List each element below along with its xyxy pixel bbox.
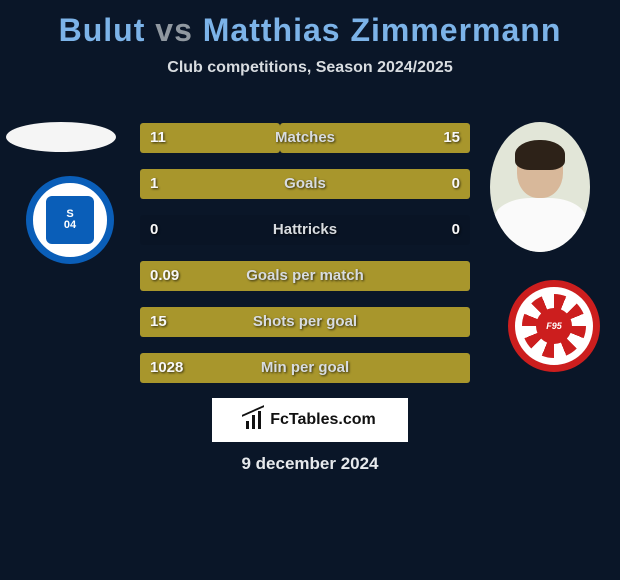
stat-value-left: 1: [150, 169, 158, 199]
stat-row: Shots per goal15: [140, 307, 470, 337]
title-player2: Matthias Zimmermann: [203, 12, 562, 48]
stat-label: Goals: [140, 169, 470, 199]
subtitle: Club competitions, Season 2024/2025: [0, 59, 620, 77]
date-label: 9 december 2024: [0, 454, 620, 474]
site-badge: FcTables.com: [212, 398, 408, 442]
player2-avatar: [490, 122, 590, 252]
site-name: FcTables.com: [270, 411, 376, 429]
stat-row: Goals per match0.09: [140, 261, 470, 291]
stat-value-left: 11: [150, 123, 166, 153]
club-logo-schalke: S 04: [26, 176, 114, 264]
stat-label: Min per goal: [140, 353, 470, 383]
title-vs: vs: [155, 12, 193, 48]
stat-value-left: 1028: [150, 353, 183, 383]
page-title: Bulut vs Matthias Zimmermann: [0, 0, 620, 49]
stat-value-left: 0: [150, 215, 158, 245]
stat-row: Matches11 15: [140, 123, 470, 153]
stat-label: Shots per goal: [140, 307, 470, 337]
title-player1: Bulut: [59, 12, 146, 48]
stat-row: Min per goal1028: [140, 353, 470, 383]
stat-value-left: 15: [150, 307, 167, 337]
stat-label: Hattricks: [140, 215, 470, 245]
fortuna-text: F95: [536, 308, 572, 344]
stat-value-right: 0: [452, 169, 460, 199]
schalke-04: 04: [64, 220, 76, 231]
stat-value-right: 0: [452, 215, 460, 245]
stat-row: Goals1 0: [140, 169, 470, 199]
player1-avatar: [6, 122, 116, 152]
stat-label: Goals per match: [140, 261, 470, 291]
stats-chart: Matches1115Goals10Hattricks00Goals per m…: [140, 123, 470, 399]
stat-row: Hattricks0 0: [140, 215, 470, 245]
chart-icon: [244, 411, 264, 429]
stat-value-right: 15: [443, 123, 460, 153]
stat-value-left: 0.09: [150, 261, 179, 291]
club-logo-fortuna: F95: [508, 280, 600, 372]
stat-label: Matches: [140, 123, 470, 153]
